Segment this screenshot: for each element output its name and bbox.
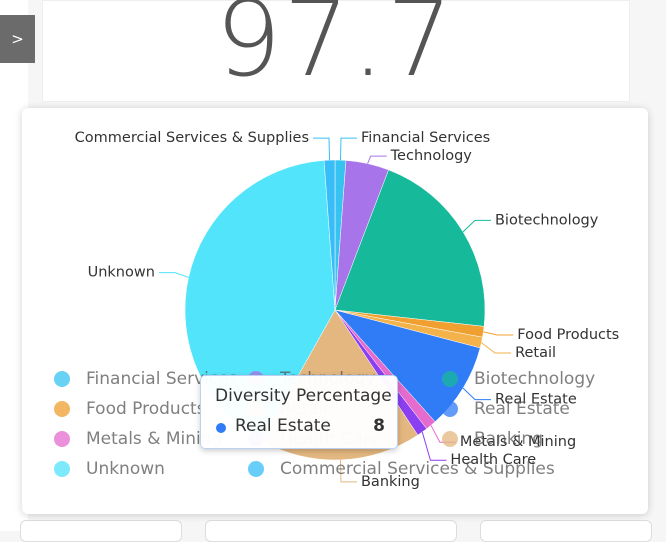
pie-slice [323,159,336,311]
pie-slice [334,169,486,327]
tooltip: Diversity Percentage Real Estate 8 [200,375,398,449]
leader-line [339,459,357,483]
kpi-panel [42,0,630,102]
legend-swatch [442,431,458,447]
leader-line [339,137,357,161]
legend-swatch [54,461,70,477]
legend-swatch [54,371,70,387]
leader-line [367,155,387,164]
legend-label: Metals & Mining [86,429,222,449]
legend-swatch [442,401,458,417]
chart: Financial Services Technology Biotechnolog… [54,130,619,490]
slice-label: Unknown [88,265,155,281]
legend-label: Banking [474,429,543,449]
leader-line [158,272,189,278]
legend-label: Real Estate [474,399,570,419]
slice-label: Food Products [517,327,619,343]
card-stub [480,520,652,542]
slice-label: Health Care [450,452,536,468]
leader-line [313,137,331,161]
slice-label: Real Estate [495,392,577,408]
slice-label: Metals & Mining [460,434,576,450]
legend-label: Financial Services [86,369,238,389]
legend-swatch [54,401,70,417]
legend-label: Food Products [86,399,206,419]
leader-line [481,342,512,354]
legend-swatch [248,461,264,477]
leader-line [462,387,491,401]
slice-label: Biotechnology [495,212,599,228]
chart-card: Financial Services Technology Biotechnolog… [22,108,648,514]
legend-swatch [54,431,70,447]
kpi-value: 97.7 [215,0,455,100]
leader-line [483,331,514,336]
legend-label: Commercial Services & Supplies [280,459,555,479]
sidebar-toggle[interactable]: > [0,15,35,63]
pie-slice [334,309,481,423]
tooltip-value: 8 [373,416,385,436]
slice-label: Financial Services [361,130,490,146]
slice-label: Commercial Services & Supplies [75,130,309,146]
tooltip-swatch [216,423,226,433]
slice-label: Technology [390,148,473,164]
tooltip-category: Real Estate [235,416,331,436]
card-stub [205,520,457,542]
slice-label: Retail [515,345,556,361]
legend-label: Unknown [86,459,165,479]
card-stub [20,520,182,542]
legend-swatch [442,371,458,387]
leader-line [421,431,447,461]
legend-label: Biotechnology [474,369,595,389]
tooltip-title: Diversity Percentage [215,386,392,406]
dashboard: > 97.7 Financial Services Technology Biote… [0,0,652,542]
slice-label: Banking [361,474,420,490]
leader-line [462,219,491,233]
